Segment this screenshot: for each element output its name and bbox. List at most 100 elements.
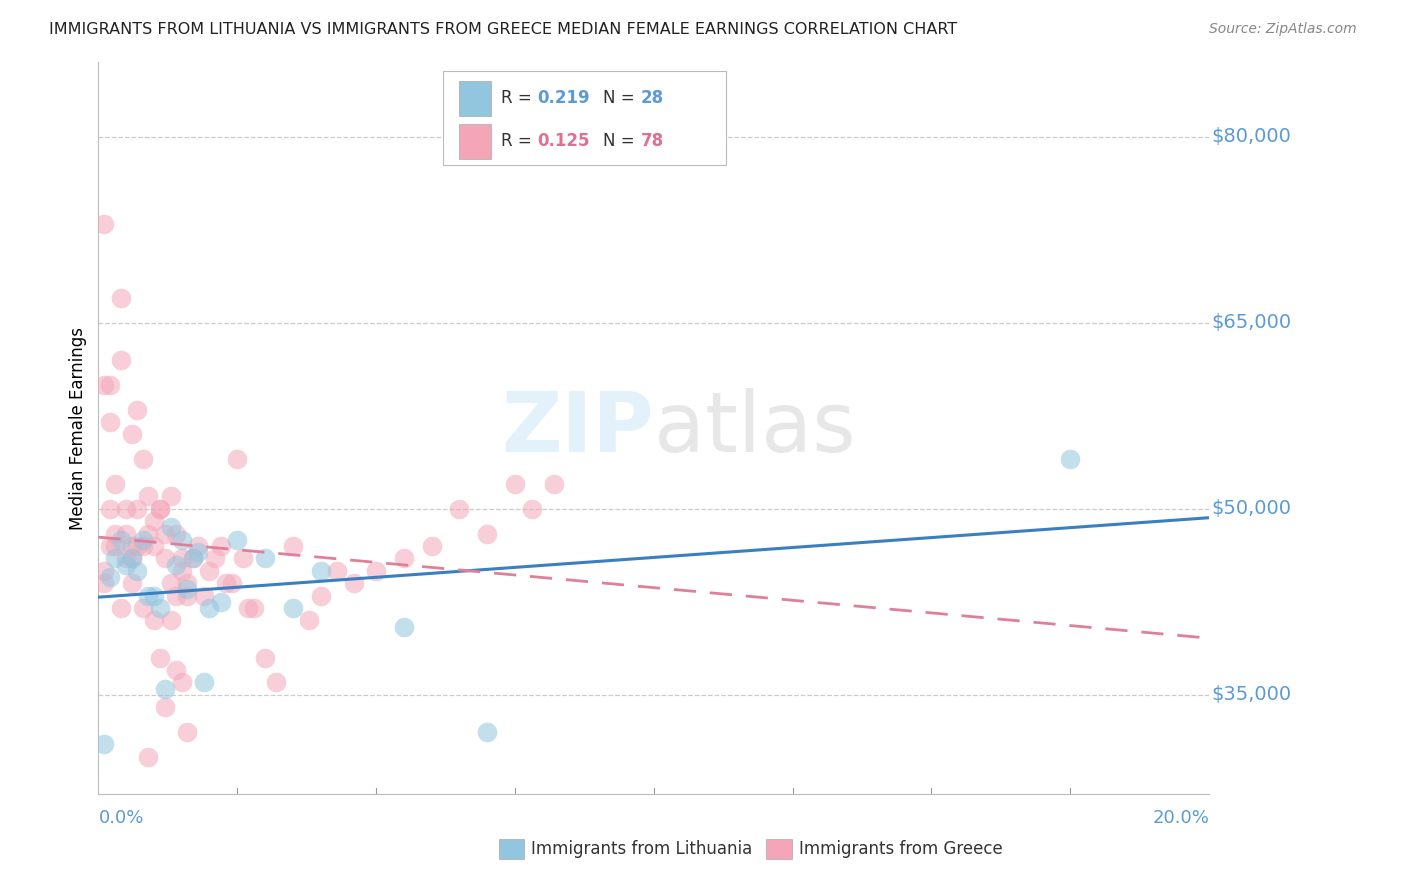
Point: [159, 489, 181, 503]
Point: [392, 551, 415, 566]
Point: [165, 526, 187, 541]
Text: N =: N =: [603, 89, 640, 107]
Point: [298, 613, 321, 627]
Point: [520, 501, 543, 516]
Point: [127, 402, 149, 417]
Point: [143, 514, 166, 528]
Point: [170, 675, 193, 690]
Point: [104, 539, 127, 553]
Point: [221, 576, 243, 591]
Point: [143, 589, 166, 603]
Point: [170, 551, 193, 566]
Point: [138, 526, 160, 541]
Point: [475, 725, 499, 739]
Point: [187, 539, 209, 553]
Point: [148, 650, 170, 665]
Point: [121, 576, 143, 591]
FancyBboxPatch shape: [460, 124, 491, 159]
Point: [176, 576, 198, 591]
Point: [121, 427, 143, 442]
Point: [181, 551, 204, 566]
Point: [392, 619, 415, 633]
Point: [132, 539, 155, 553]
Text: $65,000: $65,000: [1212, 313, 1292, 333]
Point: [159, 520, 181, 534]
Point: [281, 539, 304, 553]
Point: [209, 539, 232, 553]
Point: [148, 501, 170, 516]
Text: atlas: atlas: [654, 388, 855, 468]
Point: [238, 601, 260, 615]
Text: N =: N =: [603, 132, 640, 151]
Text: Source: ZipAtlas.com: Source: ZipAtlas.com: [1209, 22, 1357, 37]
Point: [110, 291, 132, 305]
Point: [176, 589, 198, 603]
Point: [148, 601, 170, 615]
Point: [153, 681, 176, 696]
Point: [121, 539, 143, 553]
Point: [226, 533, 249, 547]
Text: ZIP: ZIP: [502, 388, 654, 468]
Text: $35,000: $35,000: [1212, 685, 1292, 704]
Point: [475, 526, 499, 541]
Point: [93, 737, 115, 751]
Point: [281, 601, 304, 615]
Point: [159, 576, 181, 591]
Point: [343, 576, 366, 591]
Point: [115, 551, 138, 566]
Y-axis label: Median Female Earnings: Median Female Earnings: [69, 326, 87, 530]
Text: 20.0%: 20.0%: [1153, 809, 1209, 827]
Point: [1059, 452, 1081, 467]
Point: [127, 501, 149, 516]
Point: [110, 353, 132, 368]
Point: [132, 452, 155, 467]
Point: [187, 545, 209, 559]
Point: [176, 582, 198, 597]
Point: [165, 558, 187, 572]
Point: [121, 551, 143, 566]
Point: [232, 551, 254, 566]
Point: [366, 564, 388, 578]
Point: [132, 601, 155, 615]
Point: [253, 650, 276, 665]
Text: $80,000: $80,000: [1212, 128, 1291, 146]
Point: [98, 501, 121, 516]
Point: [243, 601, 266, 615]
Point: [110, 601, 132, 615]
Point: [215, 576, 238, 591]
Point: [127, 564, 149, 578]
Point: [449, 501, 471, 516]
Point: [264, 675, 287, 690]
Point: [93, 576, 115, 591]
Point: [98, 377, 121, 392]
Point: [138, 749, 160, 764]
Text: 0.0%: 0.0%: [98, 809, 143, 827]
FancyBboxPatch shape: [443, 71, 725, 165]
Point: [165, 589, 187, 603]
Text: R =: R =: [501, 89, 537, 107]
Text: 28: 28: [641, 89, 664, 107]
Point: [132, 533, 155, 547]
Text: R =: R =: [501, 132, 537, 151]
Point: [193, 675, 215, 690]
Point: [209, 595, 232, 609]
Point: [153, 526, 176, 541]
Point: [153, 700, 176, 714]
Point: [143, 613, 166, 627]
Point: [309, 589, 332, 603]
Point: [148, 501, 170, 516]
Point: [93, 377, 115, 392]
Point: [503, 477, 526, 491]
FancyBboxPatch shape: [460, 80, 491, 116]
Point: [93, 564, 115, 578]
Point: [104, 526, 127, 541]
Text: IMMIGRANTS FROM LITHUANIA VS IMMIGRANTS FROM GREECE MEDIAN FEMALE EARNINGS CORRE: IMMIGRANTS FROM LITHUANIA VS IMMIGRANTS …: [49, 22, 957, 37]
Point: [98, 415, 121, 429]
Point: [193, 589, 215, 603]
Point: [165, 663, 187, 677]
Point: [309, 564, 332, 578]
Point: [143, 539, 166, 553]
Point: [181, 551, 204, 566]
Text: 0.219: 0.219: [537, 89, 589, 107]
Point: [420, 539, 443, 553]
